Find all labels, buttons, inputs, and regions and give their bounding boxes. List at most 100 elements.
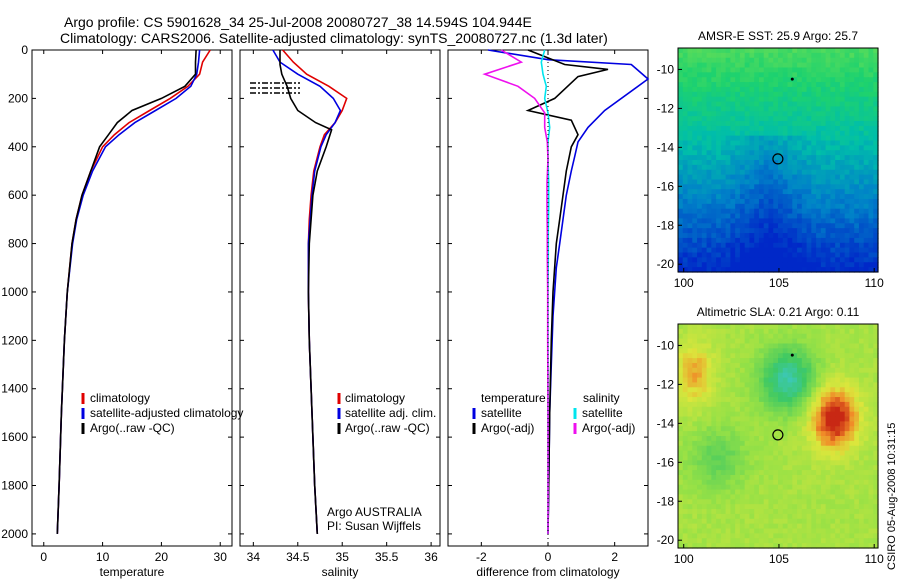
sla_map-cell <box>854 358 860 364</box>
sst_map-cell <box>744 91 751 98</box>
sla_map-cell <box>735 533 741 539</box>
sla_map-cell <box>697 416 703 422</box>
sla_map-cell <box>816 372 822 379</box>
sla_map-cell <box>754 392 760 398</box>
sst_map-cell <box>739 155 746 161</box>
sst_map-cell <box>773 150 779 156</box>
sla_map-cell <box>739 401 746 408</box>
sla_map-cell <box>701 484 708 491</box>
sla_map-cell <box>835 509 841 515</box>
sla_map-cell <box>816 401 822 408</box>
sst_map-cell <box>773 140 779 146</box>
sla_map-cell <box>763 367 770 374</box>
sst_map-cell <box>844 101 851 108</box>
sla_map-cell <box>692 538 698 544</box>
sla_map-cell <box>782 436 789 442</box>
sst_map-cell <box>816 91 822 98</box>
temperature-ytick-label: 2000 <box>1 527 28 541</box>
sst_map-cell <box>778 208 784 215</box>
sla_map-cell <box>773 455 779 461</box>
sst_map-cell <box>697 194 703 200</box>
sla_map-cell <box>825 470 831 476</box>
sla_map-cell <box>849 362 855 369</box>
sst_map-cell <box>706 267 712 273</box>
sst_map-cell <box>754 48 760 54</box>
sst_map-cell <box>735 228 741 234</box>
sla_map-cell <box>835 382 841 388</box>
sla_map-cell <box>816 504 822 510</box>
sla_map-cell <box>863 504 870 510</box>
sst_map-cell <box>687 91 693 98</box>
sst_map-cell <box>692 228 698 234</box>
sla_map-cell <box>849 333 855 340</box>
sst_map-cell <box>792 247 798 254</box>
sla_map-cell <box>873 328 879 335</box>
sst_map-cell <box>787 121 793 127</box>
sla_map-cell <box>849 416 855 422</box>
sla_map-cell <box>792 484 798 491</box>
sst_map-cell <box>863 208 870 215</box>
sst_map-cell <box>782 247 789 254</box>
sst_map-cell <box>778 218 784 224</box>
sst_map-cell <box>811 91 817 98</box>
sla_map-cell <box>687 416 693 422</box>
sst_map-cell <box>730 223 736 229</box>
sst_map-cell <box>749 86 755 93</box>
sla_map-cell <box>768 348 774 354</box>
sla_map-cell <box>868 324 874 330</box>
sst_map-cell <box>820 164 827 171</box>
sla_map-cell <box>806 421 812 427</box>
sla_map-cell <box>735 333 741 340</box>
sla_map-cell <box>739 440 746 447</box>
sst_map-cell <box>678 252 684 258</box>
sst_map-cell <box>839 111 846 117</box>
sst_map-cell <box>725 91 731 98</box>
sla_map-cell <box>697 484 703 491</box>
sst_map-cell <box>697 106 703 112</box>
sst_map-cell <box>873 237 879 244</box>
sst_map-cell <box>720 111 727 117</box>
sla_map-cell <box>735 348 741 354</box>
sla_map-cell <box>754 528 760 534</box>
sla_map-cell <box>825 509 831 515</box>
sla_map-cell <box>858 401 865 408</box>
sst_map-cell <box>706 57 712 64</box>
sst_map-cell <box>830 116 836 122</box>
sst_map-cell <box>792 135 798 142</box>
sst_map-cell <box>820 130 827 137</box>
sla_map-cell <box>768 509 774 515</box>
sla_map-cell <box>839 436 846 442</box>
sst_map-cell <box>725 160 731 166</box>
sst_map-cell <box>797 140 803 146</box>
sla_map-cell <box>806 333 812 340</box>
sla_map-cell <box>773 416 779 422</box>
sst_map-cell <box>758 101 765 108</box>
sst_map-cell <box>787 198 793 205</box>
sst_map-cell <box>716 247 722 254</box>
sst_map-cell <box>773 184 779 190</box>
sla_map-cell <box>839 523 846 530</box>
sla_map-cell <box>739 465 746 471</box>
sla_map-cell <box>749 513 755 520</box>
sla_map-cell <box>697 324 703 330</box>
sst_map-cell <box>754 130 760 137</box>
sla_map-cell <box>768 328 774 335</box>
sla_map-cell <box>849 504 855 510</box>
sst_map-cell <box>749 203 755 210</box>
sla_map-cell <box>801 343 808 349</box>
sst_map-cell <box>697 174 703 181</box>
sla_map-cell <box>806 392 812 398</box>
sla_map-cell <box>792 362 798 369</box>
sst_map-cell <box>778 237 784 244</box>
sla_map-cell <box>868 343 874 349</box>
sla_map-cell <box>849 406 855 413</box>
sla_map-cell <box>782 440 789 447</box>
sla_map-cell <box>787 348 793 354</box>
sla_map-cell <box>830 406 836 413</box>
sst_map-cell <box>730 77 736 83</box>
sst_map-cell <box>725 72 731 78</box>
sla_map-cell <box>868 479 874 486</box>
sst_map-cell <box>806 194 812 200</box>
sla_map-cell <box>716 489 722 496</box>
sst_map-cell <box>797 130 803 137</box>
